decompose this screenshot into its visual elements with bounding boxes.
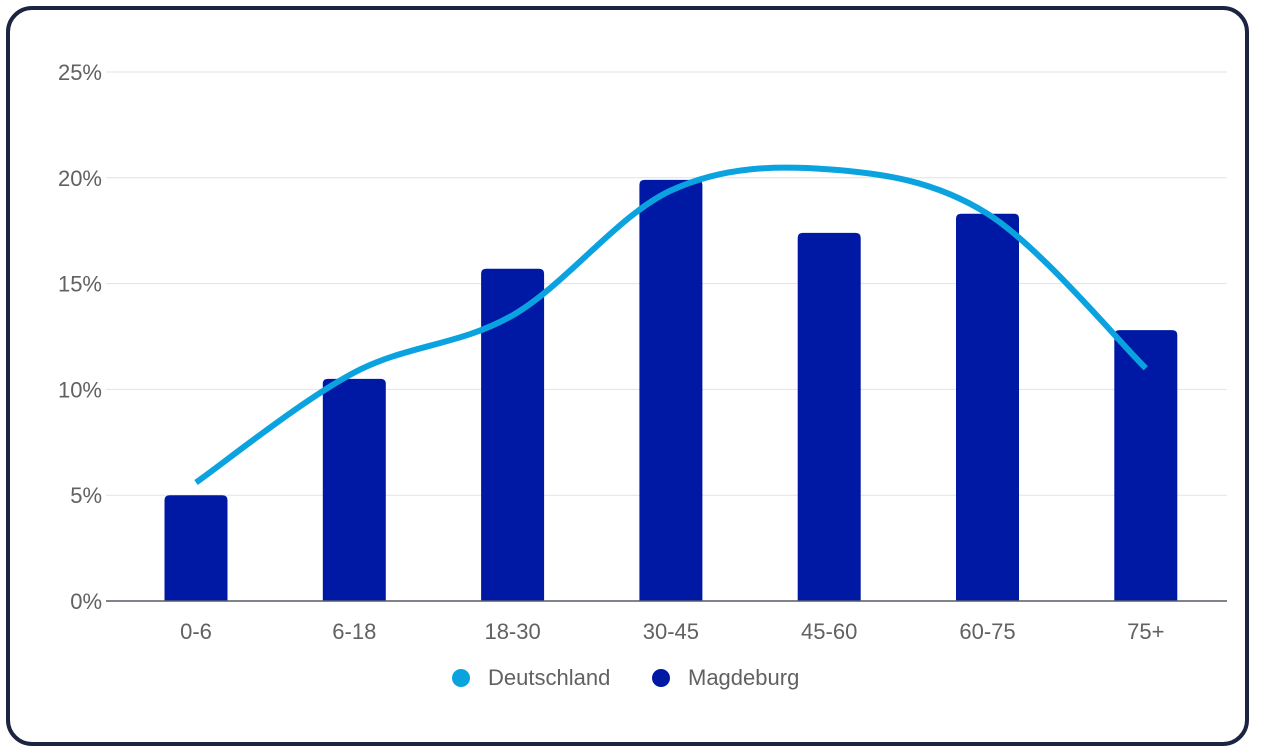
legend-item-magdeburg: Magdeburg xyxy=(652,665,799,690)
bar-6-18 xyxy=(323,379,386,601)
x-tick-label: 60-75 xyxy=(959,619,1015,644)
legend-swatch xyxy=(652,669,670,687)
legend-label: Magdeburg xyxy=(688,665,799,690)
y-tick-label: 0% xyxy=(70,589,102,614)
x-tick-label: 45-60 xyxy=(801,619,857,644)
y-tick-label: 20% xyxy=(58,166,102,191)
bar-0-6 xyxy=(165,495,228,601)
x-axis-ticks: 0-6 6-18 18-30 30-45 45-60 60-75 75+ xyxy=(180,619,1164,644)
bar-30-45 xyxy=(639,180,702,601)
x-tick-label: 30-45 xyxy=(643,619,699,644)
x-tick-label: 75+ xyxy=(1127,619,1164,644)
legend-swatch xyxy=(452,669,470,687)
x-tick-label: 0-6 xyxy=(180,619,212,644)
age-distribution-chart: 0% 5% 10% 15% 20% 25% 0-6 6-18 18-30 30-45 45-60 6… xyxy=(0,0,1265,723)
y-tick-label: 15% xyxy=(58,272,102,297)
y-tick-label: 25% xyxy=(58,60,102,85)
y-tick-label: 5% xyxy=(70,483,102,508)
bar-75+ xyxy=(1114,330,1177,601)
legend: Deutschland Magdeburg xyxy=(452,665,799,690)
bar-45-60 xyxy=(798,233,861,601)
bar-60-75 xyxy=(956,214,1019,601)
legend-item-deutschland: Deutschland xyxy=(452,665,610,690)
y-axis-ticks: 0% 5% 10% 15% 20% 25% xyxy=(58,60,102,614)
x-tick-label: 18-30 xyxy=(484,619,540,644)
y-tick-label: 10% xyxy=(58,377,102,402)
x-tick-label: 6-18 xyxy=(332,619,376,644)
legend-label: Deutschland xyxy=(488,665,610,690)
